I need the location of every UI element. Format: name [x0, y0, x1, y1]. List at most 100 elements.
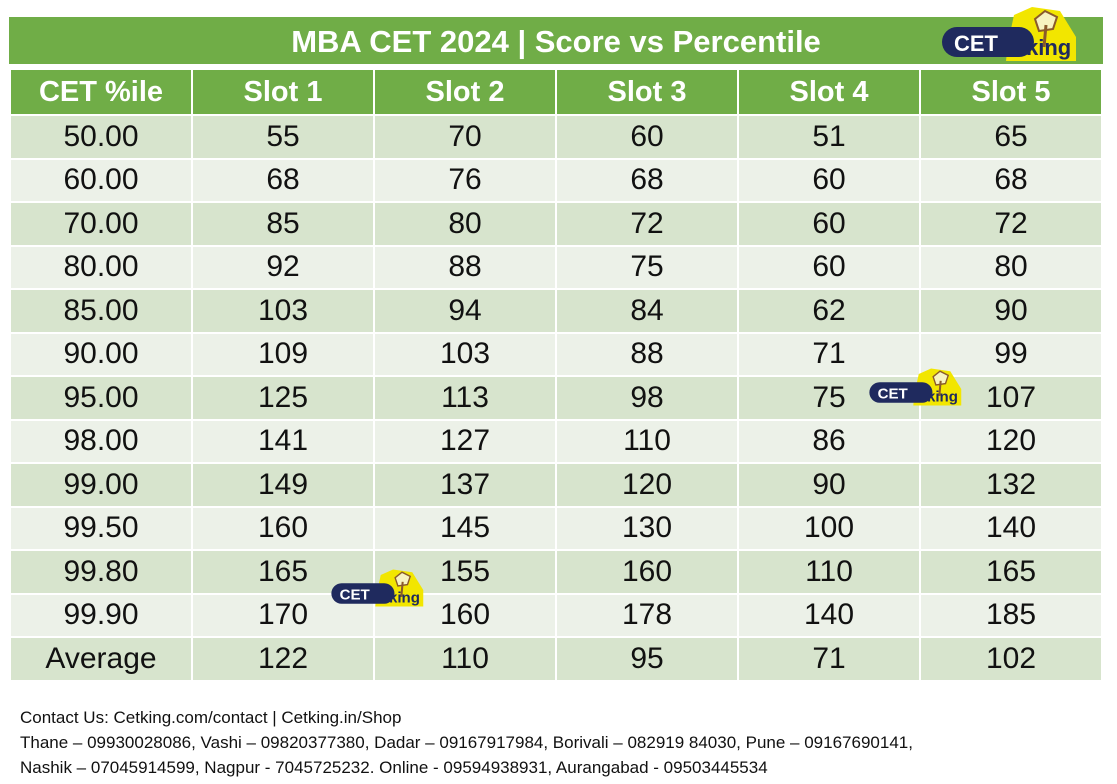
- slot-4-score-cell: 100: [737, 505, 921, 551]
- slot-3-score-cell: 68: [555, 157, 739, 203]
- table-row: 60.00 68 76 68 60 68: [9, 157, 1103, 203]
- slot-1-score-cell: 55: [191, 114, 375, 160]
- slot-4-score-cell: 60: [737, 157, 921, 203]
- slot-5-score-cell: 90: [919, 288, 1103, 334]
- slot-4-score-cell: 60: [737, 244, 921, 290]
- slot-2-score-cell: 103: [373, 331, 557, 377]
- footer-branches-line: Thane – 09930028086, Vashi – 09820377380…: [20, 733, 913, 752]
- watermark-text-king: king: [927, 388, 958, 405]
- cetking-logo: CET king: [942, 7, 1076, 61]
- slot-2-score-cell: 137: [373, 462, 557, 508]
- slot-5-score-cell: 165: [919, 549, 1103, 595]
- percentile-cell: 80.00: [9, 244, 193, 290]
- slot-2-score-cell: 145: [373, 505, 557, 551]
- table-body: 50.00 55 70 60 51 65 60.00 68 76 68 60 68 70.00 85 80 7…: [9, 114, 1103, 682]
- slot-3-score-cell: 160: [555, 549, 739, 595]
- slot-5-score-cell: 185: [919, 592, 1103, 638]
- table-row: 99.90 170 160 178 140 185: [9, 592, 1103, 638]
- slot-1-score-cell: 68: [191, 157, 375, 203]
- col-header-slot-1: Slot 1: [191, 68, 375, 116]
- table-header-row: CET %ile Slot 1 Slot 2 Slot 3 Slot 4 Slo…: [9, 68, 1103, 116]
- slot-2-score-cell: 94: [373, 288, 557, 334]
- slot-3-score-cell: 60: [555, 114, 739, 160]
- slot-1-score-cell: 103: [191, 288, 375, 334]
- slot-3-score-cell: 130: [555, 505, 739, 551]
- slot-4-score-cell: 110: [737, 549, 921, 595]
- score-percentile-table: CET %ile Slot 1 Slot 2 Slot 3 Slot 4 Slo…: [9, 68, 1103, 682]
- slot-2-score-cell: 110: [373, 636, 557, 682]
- slot-4-score-cell: 140: [737, 592, 921, 638]
- col-header-slot-4: Slot 4: [737, 68, 921, 116]
- percentile-cell: Average: [9, 636, 193, 682]
- slot-4-score-cell: 51: [737, 114, 921, 160]
- table-row: 95.00 125 113 98 75 107: [9, 375, 1103, 421]
- slot-2-score-cell: 88: [373, 244, 557, 290]
- slot-2-score-cell: 127: [373, 418, 557, 464]
- slot-4-score-cell: 86: [737, 418, 921, 464]
- slot-5-score-cell: 72: [919, 201, 1103, 247]
- percentile-cell: 98.00: [9, 418, 193, 464]
- percentile-cell: 99.80: [9, 549, 193, 595]
- table-row: 99.50 160 145 130 100 140: [9, 505, 1103, 551]
- slot-4-score-cell: 71: [737, 636, 921, 682]
- slot-2-score-cell: 80: [373, 201, 557, 247]
- table-row: 98.00 141 127 110 86 120: [9, 418, 1103, 464]
- table-row: 90.00 109 103 88 71 99: [9, 331, 1103, 377]
- percentile-cell: 99.90: [9, 592, 193, 638]
- slot-1-score-cell: 141: [191, 418, 375, 464]
- logo-text-king: king: [1026, 35, 1071, 60]
- percentile-cell: 60.00: [9, 157, 193, 203]
- slot-3-score-cell: 88: [555, 331, 739, 377]
- percentile-cell: 95.00: [9, 375, 193, 421]
- slot-5-score-cell: 120: [919, 418, 1103, 464]
- footer-branches-line-2: Nashik – 07045914599, Nagpur - 704572523…: [20, 758, 768, 777]
- slot-4-score-cell: 62: [737, 288, 921, 334]
- col-header-slot-2: Slot 2: [373, 68, 557, 116]
- slot-5-score-cell: 132: [919, 462, 1103, 508]
- percentile-cell: 70.00: [9, 201, 193, 247]
- logo-text-cet: CET: [954, 31, 999, 56]
- percentile-cell: 50.00: [9, 114, 193, 160]
- col-header-slot-5: Slot 5: [919, 68, 1103, 116]
- table-row: Average 122 110 95 71 102: [9, 636, 1103, 682]
- slot-5-score-cell: 65: [919, 114, 1103, 160]
- percentile-cell: 90.00: [9, 331, 193, 377]
- cetking-watermark-logo: CET king: [869, 368, 962, 406]
- watermark-text-king: king: [389, 589, 420, 606]
- slot-3-score-cell: 98: [555, 375, 739, 421]
- col-header-percentile: CET %ile: [9, 68, 193, 116]
- percentile-cell: 99.50: [9, 505, 193, 551]
- slot-2-score-cell: 76: [373, 157, 557, 203]
- table-row: 99.00 149 137 120 90 132: [9, 462, 1103, 508]
- table-row: 50.00 55 70 60 51 65: [9, 114, 1103, 160]
- page-title: MBA CET 2024 | Score vs Percentile: [291, 24, 821, 59]
- slot-5-score-cell: 140: [919, 505, 1103, 551]
- slot-1-score-cell: 85: [191, 201, 375, 247]
- watermark-text-cet: CET: [878, 386, 909, 403]
- table-row: 85.00 103 94 84 62 90: [9, 288, 1103, 334]
- slot-4-score-cell: 60: [737, 201, 921, 247]
- slot-1-score-cell: 125: [191, 375, 375, 421]
- slot-4-score-cell: 90: [737, 462, 921, 508]
- table-row: 70.00 85 80 72 60 72: [9, 201, 1103, 247]
- slot-2-score-cell: 70: [373, 114, 557, 160]
- slot-3-score-cell: 110: [555, 418, 739, 464]
- slot-1-score-cell: 149: [191, 462, 375, 508]
- contact-footer: Contact Us: Cetking.com/contact | Cetkin…: [20, 705, 1100, 780]
- slot-2-score-cell: 113: [373, 375, 557, 421]
- slot-3-score-cell: 95: [555, 636, 739, 682]
- slot-3-score-cell: 72: [555, 201, 739, 247]
- slot-1-score-cell: 160: [191, 505, 375, 551]
- cetking-watermark-logo: CET king: [331, 569, 424, 607]
- slot-5-score-cell: 99: [919, 331, 1103, 377]
- slot-5-score-cell: 80: [919, 244, 1103, 290]
- slot-1-score-cell: 92: [191, 244, 375, 290]
- table-row: 80.00 92 88 75 60 80: [9, 244, 1103, 290]
- slot-5-score-cell: 68: [919, 157, 1103, 203]
- slot-4-score-cell: 71: [737, 331, 921, 377]
- slot-3-score-cell: 84: [555, 288, 739, 334]
- watermark-text-cet: CET: [340, 587, 371, 604]
- slot-3-score-cell: 75: [555, 244, 739, 290]
- percentile-cell: 99.00: [9, 462, 193, 508]
- percentile-cell: 85.00: [9, 288, 193, 334]
